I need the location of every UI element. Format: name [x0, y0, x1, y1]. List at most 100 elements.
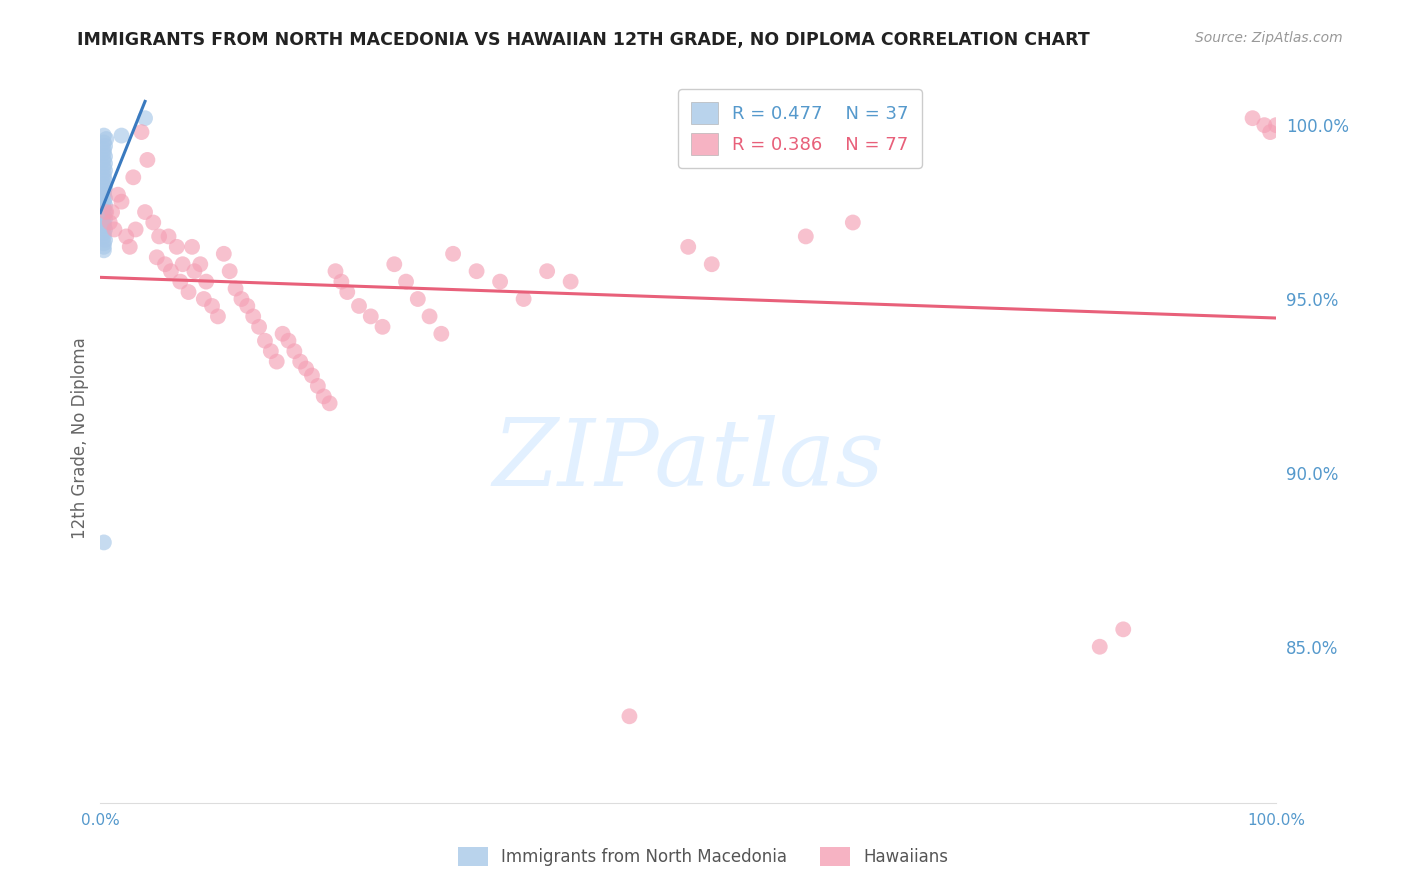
Point: [93, 143, 115, 157]
Point: [212, 247, 235, 261]
Point: [101, 205, 124, 219]
Point: [93, 187, 115, 202]
Point: [93, 145, 115, 160]
Point: [93, 170, 115, 185]
Point: [1265, 118, 1288, 132]
Point: [177, 285, 200, 299]
Point: [201, 299, 224, 313]
Legend: R = 0.477    N = 37, R = 0.386    N = 77: R = 0.477 N = 37, R = 0.386 N = 77: [678, 89, 921, 168]
Point: [312, 389, 335, 403]
Point: [93, 194, 115, 209]
Point: [93, 229, 115, 244]
Point: [98, 215, 121, 229]
Point: [295, 361, 318, 376]
Point: [93, 202, 115, 216]
Y-axis label: 12th Grade, No Diploma: 12th Grade, No Diploma: [72, 337, 89, 539]
Point: [536, 264, 558, 278]
Point: [93, 184, 115, 198]
Point: [94, 212, 117, 227]
Point: [93, 209, 115, 223]
Point: [266, 354, 288, 368]
Text: Source: ZipAtlas.com: Source: ZipAtlas.com: [1195, 31, 1343, 45]
Point: [93, 160, 115, 174]
Point: [195, 275, 218, 289]
Point: [676, 240, 699, 254]
Point: [122, 170, 145, 185]
Point: [157, 229, 180, 244]
Point: [110, 128, 132, 143]
Point: [96, 132, 118, 146]
Point: [93, 128, 115, 143]
Point: [107, 187, 129, 202]
Point: [131, 125, 153, 139]
Point: [96, 205, 118, 219]
Point: [93, 535, 115, 549]
Point: [181, 240, 204, 254]
Point: [94, 149, 117, 163]
Point: [382, 257, 405, 271]
Point: [172, 257, 194, 271]
Point: [231, 292, 253, 306]
Point: [93, 226, 115, 240]
Point: [260, 344, 283, 359]
Point: [325, 264, 347, 278]
Point: [1258, 125, 1281, 139]
Point: [1088, 640, 1111, 654]
Point: [118, 240, 141, 254]
Point: [94, 139, 117, 153]
Point: [94, 198, 117, 212]
Point: [360, 310, 382, 324]
Point: [153, 257, 176, 271]
Point: [103, 222, 125, 236]
Point: [160, 264, 183, 278]
Point: [134, 205, 156, 219]
Point: [489, 275, 512, 289]
Point: [307, 379, 329, 393]
Point: [465, 264, 488, 278]
Point: [93, 219, 115, 233]
Point: [93, 240, 115, 254]
Point: [430, 326, 453, 341]
Point: [395, 275, 418, 289]
Point: [94, 205, 117, 219]
Point: [247, 319, 270, 334]
Point: [142, 215, 165, 229]
Point: [560, 275, 582, 289]
Point: [94, 163, 117, 178]
Point: [218, 264, 240, 278]
Point: [193, 292, 215, 306]
Point: [93, 153, 115, 167]
Point: [94, 174, 117, 188]
Text: IMMIGRANTS FROM NORTH MACEDONIA VS HAWAIIAN 12TH GRADE, NO DIPLOMA CORRELATION C: IMMIGRANTS FROM NORTH MACEDONIA VS HAWAI…: [77, 31, 1090, 49]
Point: [236, 299, 259, 313]
Point: [93, 167, 115, 181]
Point: [134, 111, 156, 125]
Point: [207, 310, 229, 324]
Point: [94, 180, 117, 194]
Point: [842, 215, 865, 229]
Point: [94, 233, 117, 247]
Point: [169, 275, 191, 289]
Point: [94, 222, 117, 236]
Point: [700, 257, 723, 271]
Point: [330, 275, 353, 289]
Point: [406, 292, 429, 306]
Point: [1253, 118, 1275, 132]
Point: [794, 229, 817, 244]
Point: [93, 136, 115, 150]
Point: [290, 354, 312, 368]
Point: [110, 194, 132, 209]
Point: [146, 250, 169, 264]
Point: [93, 178, 115, 192]
Point: [124, 222, 146, 236]
Point: [277, 334, 299, 348]
Point: [253, 334, 276, 348]
Text: ZIPatlas: ZIPatlas: [492, 415, 884, 505]
Point: [283, 344, 305, 359]
Point: [318, 396, 340, 410]
Point: [419, 310, 441, 324]
Point: [271, 326, 294, 341]
Point: [371, 319, 394, 334]
Point: [301, 368, 323, 383]
Point: [93, 244, 115, 258]
